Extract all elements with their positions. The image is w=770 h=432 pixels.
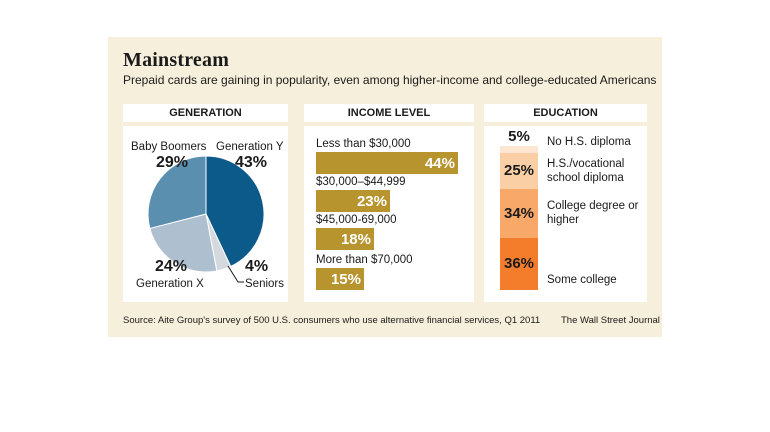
label-generation-x: Generation X (136, 278, 204, 290)
income-bar-value: 15% (330, 271, 361, 288)
pie-slice-generation-x (149, 213, 218, 273)
label-generation-y: Generation Y (216, 141, 284, 153)
value-seniors: 4% (245, 258, 269, 275)
label-seniors: Seniors (245, 278, 284, 290)
credit-note: The Wall Street Journal (561, 315, 660, 326)
source-note: Source: Aite Group's survey of 500 U.S. … (123, 315, 541, 326)
seniors-leader-line (227, 265, 244, 283)
income-bar (316, 228, 374, 250)
income-category-label: $30,000–$44,999 (316, 176, 406, 188)
education-segment (500, 146, 538, 153)
pie-slice-generation-y (205, 155, 265, 268)
chart-title: Mainstream (123, 49, 230, 71)
income-header: INCOME LEVEL (304, 104, 474, 122)
education-category-label: H.S./vocational school diploma (547, 158, 625, 184)
value-generation-y: 43% (235, 154, 268, 171)
income-bar (316, 268, 364, 290)
education-segment-value: 36% (503, 255, 535, 272)
label-baby-boomers: Baby Boomers (131, 141, 207, 153)
education-category-label: No H.S. diploma (547, 136, 631, 148)
value-baby-boomers: 29% (156, 154, 189, 171)
education-segment (500, 238, 538, 290)
education-segment-value: 34% (503, 204, 535, 222)
income-category-label: Less than $30,000 (316, 138, 411, 150)
education-segment (500, 153, 538, 189)
income-bar-value: 18% (340, 231, 371, 248)
income-bar (316, 152, 458, 174)
education-header: EDUCATION (484, 104, 647, 122)
generation-header: GENERATION (123, 104, 288, 122)
chart-subtitle: Prepaid cards are gaining in popularity,… (123, 73, 657, 87)
income-category-label: $45,000-69,000 (316, 214, 397, 226)
value-generation-x: 24% (155, 258, 188, 275)
pie-slice-baby-boomers (147, 155, 207, 230)
income-bar (316, 190, 390, 212)
income-bar-value: 23% (356, 193, 387, 210)
education-category-label: Some college (547, 274, 617, 286)
education-category-label: College degree or higher (547, 200, 639, 226)
education-segment-value: 25% (503, 162, 535, 179)
education-segment-value: 5% (508, 128, 530, 145)
education-segment (500, 189, 538, 238)
income-category-label: More than $70,000 (316, 254, 413, 266)
income-bar-value: 44% (424, 155, 455, 172)
